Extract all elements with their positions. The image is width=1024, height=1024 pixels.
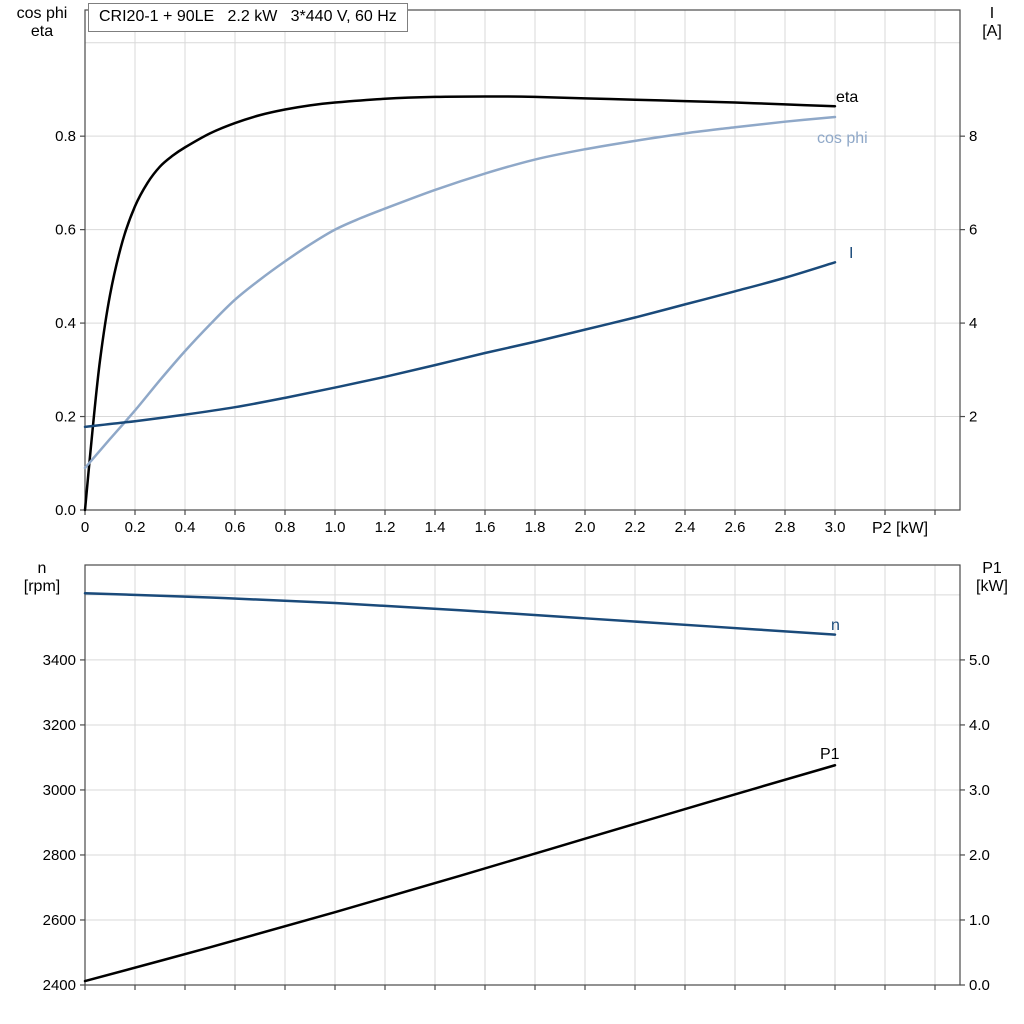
x-tick-label: 2.8 (775, 519, 796, 536)
plot-frame (84, 9, 961, 511)
y-right-axis-title-bottom-line1: P1 (982, 560, 1002, 577)
curve-p1 (83, 764, 837, 983)
y-left-tick-label: 0.8 (55, 128, 76, 145)
chart-top: 0 0.2 0.4 0.6 0.8 1.0 1.2 1.4 1.6 1.8 2.0 2.2 2.4 2.6… (55, 9, 977, 536)
x-tick-label: 2.0 (575, 519, 596, 536)
y-right-tick-label: 1.0 (969, 912, 990, 929)
curve-label-eta: eta (836, 89, 858, 106)
y-right-axis-title-line2: [A] (982, 23, 1002, 40)
x-tick-label: 2.2 (625, 519, 646, 536)
plot-frame (84, 564, 961, 986)
curve-label-p1: P1 (820, 746, 840, 763)
y-left-tick-label: 2400 (43, 977, 76, 994)
y-left-tick-label: 0.0 (55, 502, 76, 519)
y-left-tick-label: 0.4 (55, 315, 76, 332)
x-tick-label: 1.0 (325, 519, 346, 536)
x-tick-label: 2.4 (675, 519, 696, 536)
x-tick-label: 1.6 (475, 519, 496, 536)
y-left-tick-label: 0.6 (55, 222, 76, 239)
y-right-tick-label: 4 (969, 315, 977, 332)
y-left-tick-label: 2600 (43, 912, 76, 929)
curve-i (83, 261, 837, 429)
x-tick-label: 2.6 (725, 519, 746, 536)
chart-title-box: CRI20-1 + 90LE 2.2 kW 3*440 V, 60 Hz (88, 3, 408, 32)
y-left-axis-title-line1: cos phi (16, 5, 68, 22)
y-right-axis-title-bottom: P1 [kW] (962, 560, 1022, 596)
x-tick-label: 1.8 (525, 519, 546, 536)
y-left-tick-label: 3200 (43, 717, 76, 734)
x-tick-label: 0.4 (175, 519, 196, 536)
y-right-tick-label: 0.0 (969, 977, 990, 994)
curve-label-cos-phi: cos phi (817, 130, 868, 147)
chart-bottom: 2400 2600 2800 3000 3200 3400 0.0 1.0 2.0 3.0 4.0 5… (43, 564, 990, 994)
x-axis-title: P2 [kW] (872, 520, 929, 537)
y-left-axis-title-bottom: n [rpm] (0, 560, 84, 596)
curve-cos-phi (83, 115, 837, 470)
curve-n (83, 592, 837, 636)
x-tick-label: 3.0 (825, 519, 846, 536)
y-right-tick-label: 6 (969, 222, 977, 239)
y-left-axis-title-bottom-line1: n (37, 560, 47, 577)
y-right-tick-label: 5.0 (969, 652, 990, 669)
y-right-tick-label: 2.0 (969, 847, 990, 864)
curve-eta (83, 95, 837, 512)
x-tick-label: 0.6 (225, 519, 246, 536)
x-tick-label: 1.4 (425, 519, 446, 536)
y-left-tick-label: 0.2 (55, 409, 76, 426)
y-left-axis-title-bottom-line2: [rpm] (23, 578, 61, 595)
curve-label-n: n (831, 617, 840, 634)
y-left-tick-label: 3000 (43, 782, 76, 799)
y-left-axis-title-line2: eta (30, 23, 54, 40)
curve-label-i: I (849, 245, 853, 262)
x-tick-label: 0.2 (125, 519, 146, 536)
y-left-axis-title-top: cos phi eta (0, 5, 84, 41)
y-right-tick-label: 8 (969, 128, 977, 145)
y-right-axis-title-bottom-line2: [kW] (976, 578, 1008, 595)
y-right-axis-title-line1: I (989, 5, 995, 22)
y-right-tick-label: 2 (969, 409, 977, 426)
x-tick-label: 0 (81, 519, 89, 536)
y-right-axis-title-top: I [A] (964, 5, 1020, 41)
y-left-tick-label: 3400 (43, 652, 76, 669)
y-left-tick-label: 2800 (43, 847, 76, 864)
y-right-tick-label: 3.0 (969, 782, 990, 799)
x-tick-label: 1.2 (375, 519, 396, 536)
y-right-tick-label: 4.0 (969, 717, 990, 734)
x-tick-label: 0.8 (275, 519, 296, 536)
